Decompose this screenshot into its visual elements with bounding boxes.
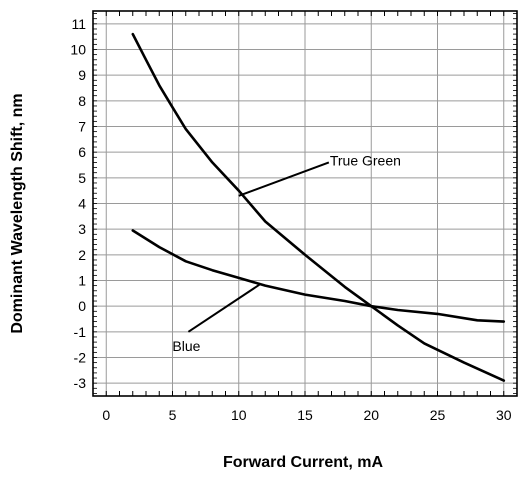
y-tick-label: -2 (74, 350, 87, 366)
x-tick-label: 0 (102, 407, 110, 423)
y-tick-label: 6 (78, 144, 86, 160)
y-tick-label: -3 (74, 375, 87, 391)
series-line-blue (131, 229, 506, 323)
x-tick-label: 10 (231, 407, 247, 423)
y-tick-label: -1 (74, 324, 87, 340)
annotation-leader-line (187, 283, 261, 333)
y-tick-label: 9 (78, 67, 86, 83)
y-tick-label: 5 (78, 170, 86, 186)
x-tick-label: 15 (297, 407, 313, 423)
annotations: True Green Blue (172, 152, 401, 353)
data-series (131, 32, 506, 382)
x-axis-title: Forward Current, mA (223, 454, 383, 471)
y-tick-label: 11 (71, 16, 86, 32)
y-tick-label: 4 (78, 196, 86, 212)
y-tick-label: 0 (78, 298, 86, 314)
y-tick-label: 10 (70, 42, 86, 58)
x-tick-label: 20 (363, 407, 379, 423)
annotation-leader-line (238, 161, 330, 197)
x-tick-label: 25 (430, 407, 446, 423)
annotation-label: True Green (330, 152, 401, 168)
y-tick-label: 7 (78, 119, 86, 135)
y-tick-label: 3 (78, 221, 86, 237)
y-tick-label: 8 (78, 93, 86, 109)
x-tick-label: 30 (496, 407, 512, 423)
plot-frame (92, 10, 518, 397)
y-tick-label: 2 (78, 247, 86, 263)
grid-lines (93, 11, 517, 396)
annotation-label: Blue (172, 338, 200, 354)
y-tick-label: 1 (78, 273, 86, 289)
series-line-true-green (131, 32, 506, 382)
y-axis-title: Dominant Wavelength Shift, nm (9, 93, 26, 333)
x-tick-label: 5 (169, 407, 177, 423)
